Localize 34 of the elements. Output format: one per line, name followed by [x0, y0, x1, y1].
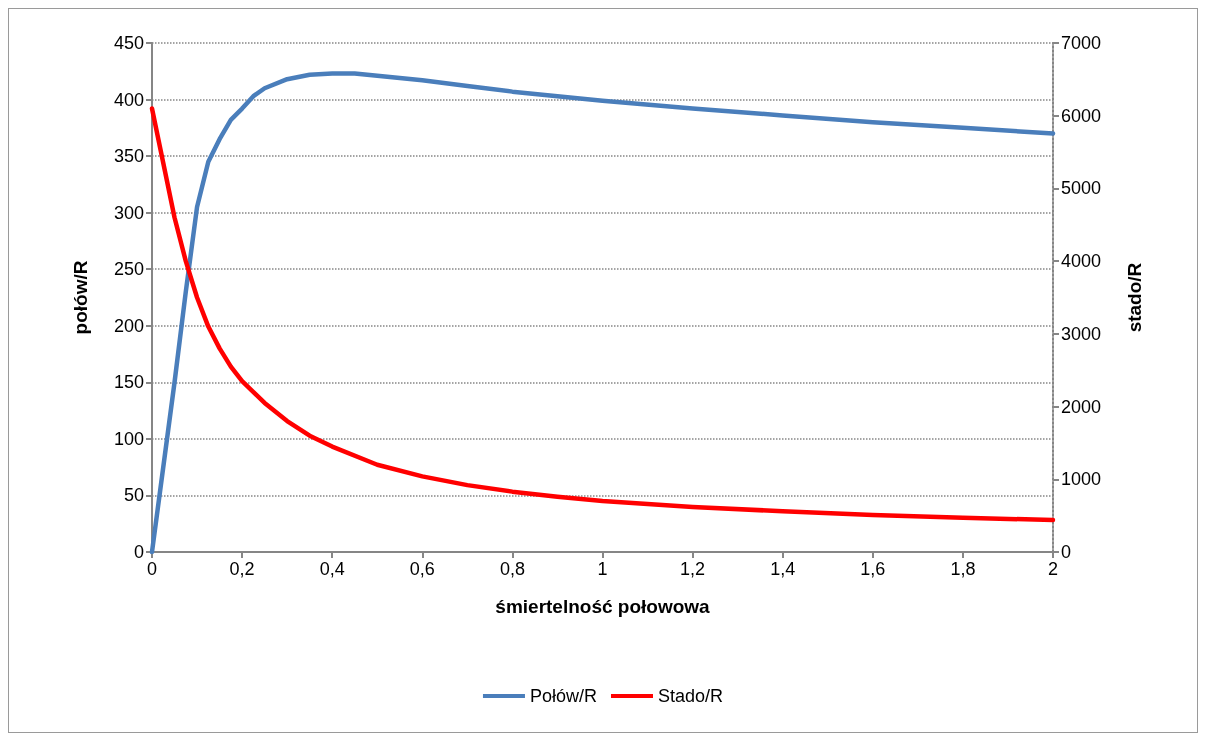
y2-axis-title: stado/R	[1124, 262, 1145, 333]
x-tick-label: 1,2	[680, 559, 706, 579]
y2-tick-label: 7000	[1061, 33, 1102, 53]
x-tick-label: 1,4	[770, 559, 796, 579]
x-tick-label: 0	[146, 559, 158, 579]
y-axis-title: połów/R	[70, 260, 91, 335]
x-tick-label: 0,2	[229, 559, 255, 579]
legend-label: Stado/R	[657, 686, 724, 706]
y2-tick-label: 2000	[1061, 396, 1102, 417]
y-tick-label: 350	[113, 146, 144, 167]
y2-tick-label: 5000	[1061, 178, 1102, 199]
y2-tick-label: 6000	[1061, 105, 1102, 126]
y-tick-label: 300	[113, 202, 144, 223]
x-tick-label: 0,8	[499, 559, 525, 579]
y-tick-label: 50	[123, 485, 144, 506]
y-tick-label: 100	[113, 428, 144, 449]
y2-tick-label: 3000	[1061, 323, 1102, 344]
x-tick-label: 0,6	[409, 559, 435, 579]
y-tick-label: 0	[133, 542, 144, 562]
x-tick-label: 1,6	[860, 559, 886, 579]
x-tick-label: 0,4	[319, 559, 345, 579]
x-tick-label: 2	[1047, 559, 1059, 579]
y-tick-label: 400	[113, 89, 144, 110]
y-tick-label: 250	[113, 259, 144, 280]
x-tick-label: 1,8	[950, 559, 976, 579]
y2-tick-label: 4000	[1061, 251, 1102, 272]
y2-tick-label: 1000	[1061, 469, 1102, 490]
y-tick-label: 200	[113, 315, 144, 336]
x-axis-title: śmiertelność połowowa	[495, 596, 711, 617]
legend-label: Połów/R	[529, 686, 597, 706]
y2-tick-label: 0	[1061, 542, 1072, 562]
y-tick-label: 450	[113, 33, 144, 53]
y-tick-label: 150	[113, 372, 144, 393]
x-tick-label: 1	[597, 559, 608, 579]
